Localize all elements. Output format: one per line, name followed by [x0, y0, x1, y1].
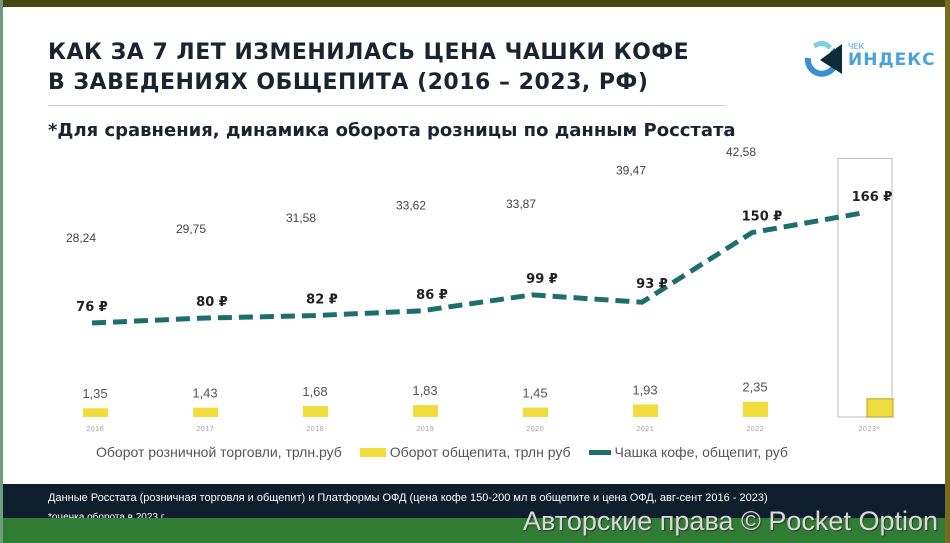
catering-label: 1,93 [632, 382, 657, 397]
x-tick-label: 2021 [636, 425, 654, 433]
catering-label: 1,43 [192, 386, 217, 401]
subtitle: *Для сравнения, динамика оборота розницы… [48, 120, 736, 141]
x-tick-label: 2023* [858, 425, 880, 433]
coffee-label: 82 ₽ [306, 293, 338, 308]
divider [48, 105, 726, 106]
x-tick-label: 2019 [416, 425, 434, 433]
retail-label: 39,47 [616, 164, 646, 178]
legend-retail: Оборот розничной торговли, трлн.руб [96, 444, 342, 460]
coffee-label: 150 ₽ [742, 210, 783, 225]
legend-catering: Оборот общепита, трлн руб [389, 444, 571, 460]
estimate-note: *оценка оборота в 2023 г [48, 512, 164, 523]
top-border [0, 0, 950, 7]
page-title: КАК ЗА 7 ЛЕТ ИЗМЕНИЛАСЬ ЦЕНА ЧАШКИ КОФЕ … [48, 38, 689, 98]
coffee-label: 86 ₽ [416, 288, 448, 303]
x-tick-label: 2018 [306, 425, 324, 433]
catering-bar [633, 404, 658, 417]
x-tick-label: 2016 [86, 425, 104, 433]
catering-bar [83, 408, 108, 417]
x-tick-label: 2020 [526, 425, 544, 433]
coffee-label: 93 ₽ [636, 277, 668, 292]
retail-label: 31,58 [286, 211, 316, 225]
title-line-1: КАК ЗА 7 ЛЕТ ИЗМЕНИЛАСЬ ЦЕНА ЧАШКИ КОФЕ [48, 40, 690, 65]
coffee-label: 166 ₽ [852, 190, 893, 205]
catering-label: 1,35 [82, 386, 107, 401]
chek-index-logo: ЧЕК ИНДЕКС [802, 38, 935, 78]
watermark: Авторские права © Pocket Option [523, 506, 938, 536]
catering-label: 1,68 [302, 384, 327, 399]
legend-coffee: Чашка кофе, общепит, руб [614, 444, 788, 460]
coffee-line [91, 210, 863, 326]
catering-bar [523, 407, 548, 417]
left-border [0, 0, 3, 543]
x-tick-label: 2022 [746, 425, 764, 433]
legend: Оборот розничной торговли, трлн.руб Обор… [96, 444, 792, 460]
catering-label: 1,83 [412, 383, 437, 398]
retail-label: 33,62 [396, 199, 426, 213]
source-note: Данные Росстата (розничная торговля и об… [48, 492, 768, 504]
coffee-label: 80 ₽ [196, 295, 228, 310]
coffee-label: 99 ₽ [526, 272, 558, 287]
catering-bar [193, 407, 218, 417]
chart: 28,24 29,75 31,58 33,62 33,87 39,47 42,58 1,35 1… [66, 145, 894, 433]
logo-icon [804, 40, 842, 77]
legend-swatch-coffee [588, 449, 611, 455]
retail-label: 28,24 [66, 231, 96, 245]
x-tick-label: 2017 [196, 425, 214, 433]
bottom-bar [3, 518, 945, 543]
retail-bar [837, 157, 893, 418]
footer: Данные Росстата (розничная торговля и об… [3, 484, 945, 523]
retail-label: 42,58 [726, 145, 756, 159]
catering-bar [866, 398, 894, 418]
coffee-label: 76 ₽ [76, 300, 108, 315]
retail-label: 33,87 [506, 197, 536, 211]
catering-bar [303, 406, 328, 417]
catering-label: 2,35 [742, 380, 767, 395]
retail-label: 29,75 [176, 222, 206, 236]
title-line-2: В ЗАВЕДЕНИЯХ ОБЩЕПИТА (2016 – 2023, РФ) [48, 70, 649, 95]
catering-bar [413, 405, 438, 417]
catering-bar [743, 401, 768, 417]
right-border [945, 0, 950, 543]
legend-swatch-catering [359, 447, 386, 457]
catering-label: 1,45 [522, 386, 547, 401]
